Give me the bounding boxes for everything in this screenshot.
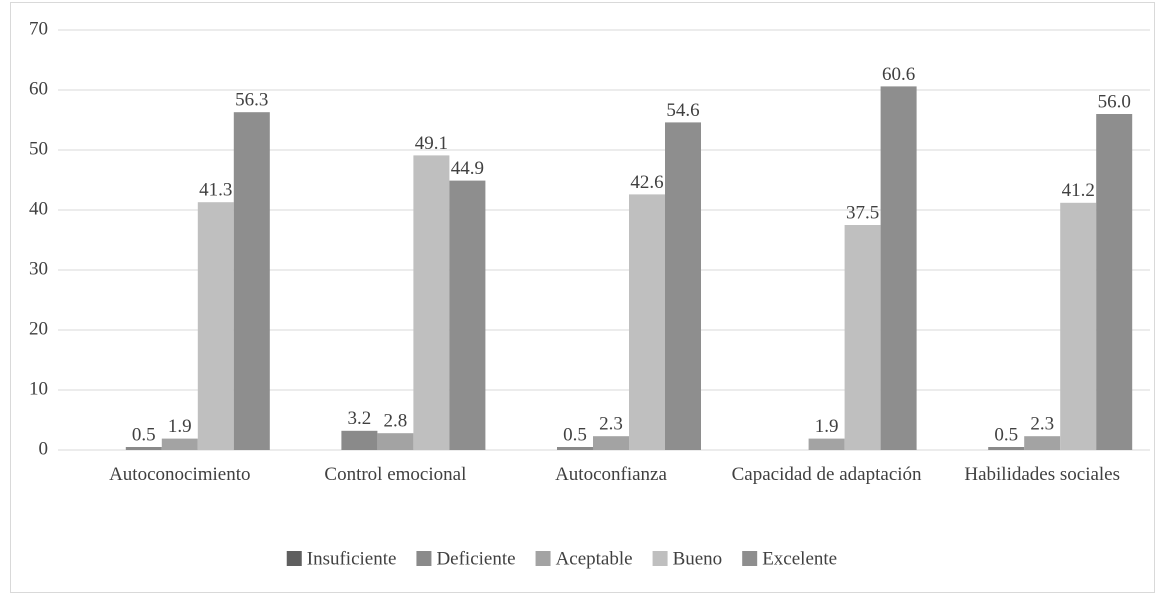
bar bbox=[880, 86, 917, 451]
bar bbox=[844, 225, 881, 450]
data-label: 49.1 bbox=[415, 133, 448, 154]
data-label: 41.3 bbox=[199, 180, 232, 201]
bar bbox=[161, 438, 198, 450]
legend-swatch bbox=[652, 551, 668, 566]
legend-label: Insuficiente bbox=[307, 548, 397, 569]
y-tick-label: 30 bbox=[29, 258, 48, 279]
bar bbox=[629, 194, 665, 450]
bar bbox=[988, 447, 1025, 450]
bar bbox=[1060, 202, 1097, 450]
data-label: 3.2 bbox=[348, 408, 372, 429]
bar bbox=[341, 430, 378, 450]
chart-frame bbox=[10, 2, 1155, 593]
y-tick-label: 50 bbox=[29, 138, 48, 159]
x-tick-label: Autoconocimiento bbox=[109, 464, 251, 485]
data-label: 0.5 bbox=[563, 424, 587, 445]
bar bbox=[808, 438, 845, 450]
legend-label: Excelente bbox=[762, 548, 837, 569]
bar bbox=[1024, 436, 1061, 450]
y-tick-label: 20 bbox=[29, 318, 48, 339]
data-label: 56.0 bbox=[1098, 91, 1131, 112]
legend-swatch bbox=[742, 551, 758, 566]
bar bbox=[593, 436, 629, 450]
x-tick-label: Control emocional bbox=[324, 464, 467, 485]
data-label: 0.5 bbox=[132, 424, 156, 445]
bar bbox=[557, 447, 593, 450]
data-label: 2.3 bbox=[1030, 414, 1054, 435]
x-tick-label: Habilidades sociales bbox=[964, 464, 1121, 485]
legend-label: Aceptable bbox=[556, 548, 633, 569]
legend-swatch bbox=[535, 551, 551, 566]
bar bbox=[1096, 114, 1133, 450]
data-label: 41.2 bbox=[1062, 180, 1095, 201]
data-label: 42.6 bbox=[630, 172, 663, 193]
legend-swatch bbox=[416, 551, 432, 566]
data-label: 54.6 bbox=[666, 100, 699, 121]
data-label: 1.9 bbox=[815, 416, 839, 437]
bar bbox=[665, 122, 701, 451]
x-tick-label: Autoconfianza bbox=[555, 464, 667, 485]
bar bbox=[197, 202, 234, 450]
data-label: 37.5 bbox=[846, 202, 879, 223]
data-label: 2.8 bbox=[384, 411, 408, 432]
y-tick-label: 70 bbox=[29, 18, 48, 39]
data-label: 56.3 bbox=[235, 90, 268, 111]
data-label: 2.3 bbox=[599, 414, 623, 435]
bar bbox=[125, 447, 162, 450]
bar bbox=[377, 433, 414, 450]
legend-label: Bueno bbox=[673, 548, 723, 569]
legend-label: Deficiente bbox=[436, 548, 515, 569]
bar bbox=[413, 155, 450, 450]
y-tick-label: 60 bbox=[29, 78, 48, 99]
legend-swatch bbox=[286, 551, 302, 566]
y-tick-label: 10 bbox=[29, 378, 48, 399]
x-tick-label: Capacidad de adaptación bbox=[731, 464, 922, 485]
bar bbox=[233, 112, 270, 450]
data-label: 44.9 bbox=[451, 158, 484, 179]
y-tick-label: 40 bbox=[29, 198, 48, 219]
bar bbox=[449, 180, 486, 450]
data-label: 60.6 bbox=[882, 64, 915, 85]
y-tick-label: 0 bbox=[39, 438, 49, 459]
data-label: 1.9 bbox=[168, 416, 192, 437]
data-label: 0.5 bbox=[994, 424, 1018, 445]
